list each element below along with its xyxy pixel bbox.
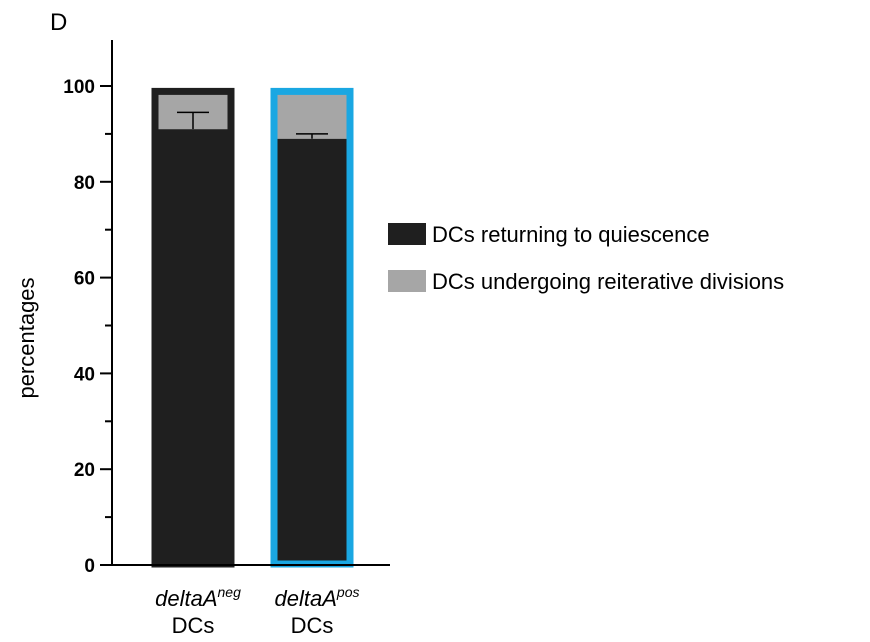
category-label: deltaAneg [155, 584, 241, 611]
bar-segment-quiescence [152, 129, 234, 566]
y-tick-label: 0 [84, 556, 95, 577]
category-label-line2: DCs [172, 613, 215, 638]
y-axis-title: percentages [14, 277, 39, 398]
legend-swatch [388, 270, 426, 292]
bars-layer [151, 87, 354, 568]
error-bars-layer [177, 111, 328, 139]
legend: DCs returning to quiescence DCs undergoin… [388, 222, 784, 294]
y-tick-label: 20 [74, 460, 95, 481]
y-tick-label: 100 [63, 77, 95, 98]
legend-label: DCs returning to quiescence [432, 222, 710, 247]
panel-label: D [50, 9, 67, 36]
bar-segment-reiterative [271, 88, 353, 139]
y-tick-label: 60 [74, 269, 95, 290]
legend-label: DCs undergoing reiterative divisions [432, 269, 784, 294]
y-tick-label: 40 [74, 364, 95, 385]
y-axis [111, 40, 390, 566]
category-label: deltaApos [275, 584, 360, 611]
bar-segment-quiescence [271, 138, 353, 565]
y-tick-label: 80 [74, 173, 95, 194]
legend-swatch [388, 223, 426, 245]
y-ticks: 0 20 40 60 80 100 [63, 77, 112, 577]
category-label-line2: DCs [291, 613, 334, 638]
